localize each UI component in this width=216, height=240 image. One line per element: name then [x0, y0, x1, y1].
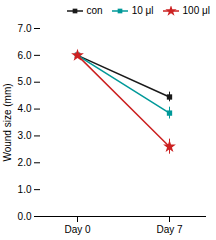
- svg-text:7.0: 7.0: [18, 23, 32, 34]
- svg-text:3.0: 3.0: [18, 130, 32, 141]
- svg-text:5.0: 5.0: [18, 76, 32, 87]
- svg-text:0.0: 0.0: [18, 211, 32, 222]
- svg-text:Day 7: Day 7: [156, 224, 183, 235]
- svg-text:6.0: 6.0: [18, 50, 32, 61]
- html-text:con: con: [86, 5, 103, 16]
- svg-text:2.0: 2.0: [18, 157, 32, 168]
- html-text:100 μl: 100 μl: [182, 5, 210, 16]
- svg-text:4.0: 4.0: [18, 103, 32, 114]
- svg-text:Day 0: Day 0: [64, 224, 91, 235]
- svg-text:1.0: 1.0: [18, 184, 32, 195]
- svg-text:Wound size (mm): Wound size (mm): [2, 83, 13, 161]
- html-text:10 μl: 10 μl: [131, 5, 154, 16]
